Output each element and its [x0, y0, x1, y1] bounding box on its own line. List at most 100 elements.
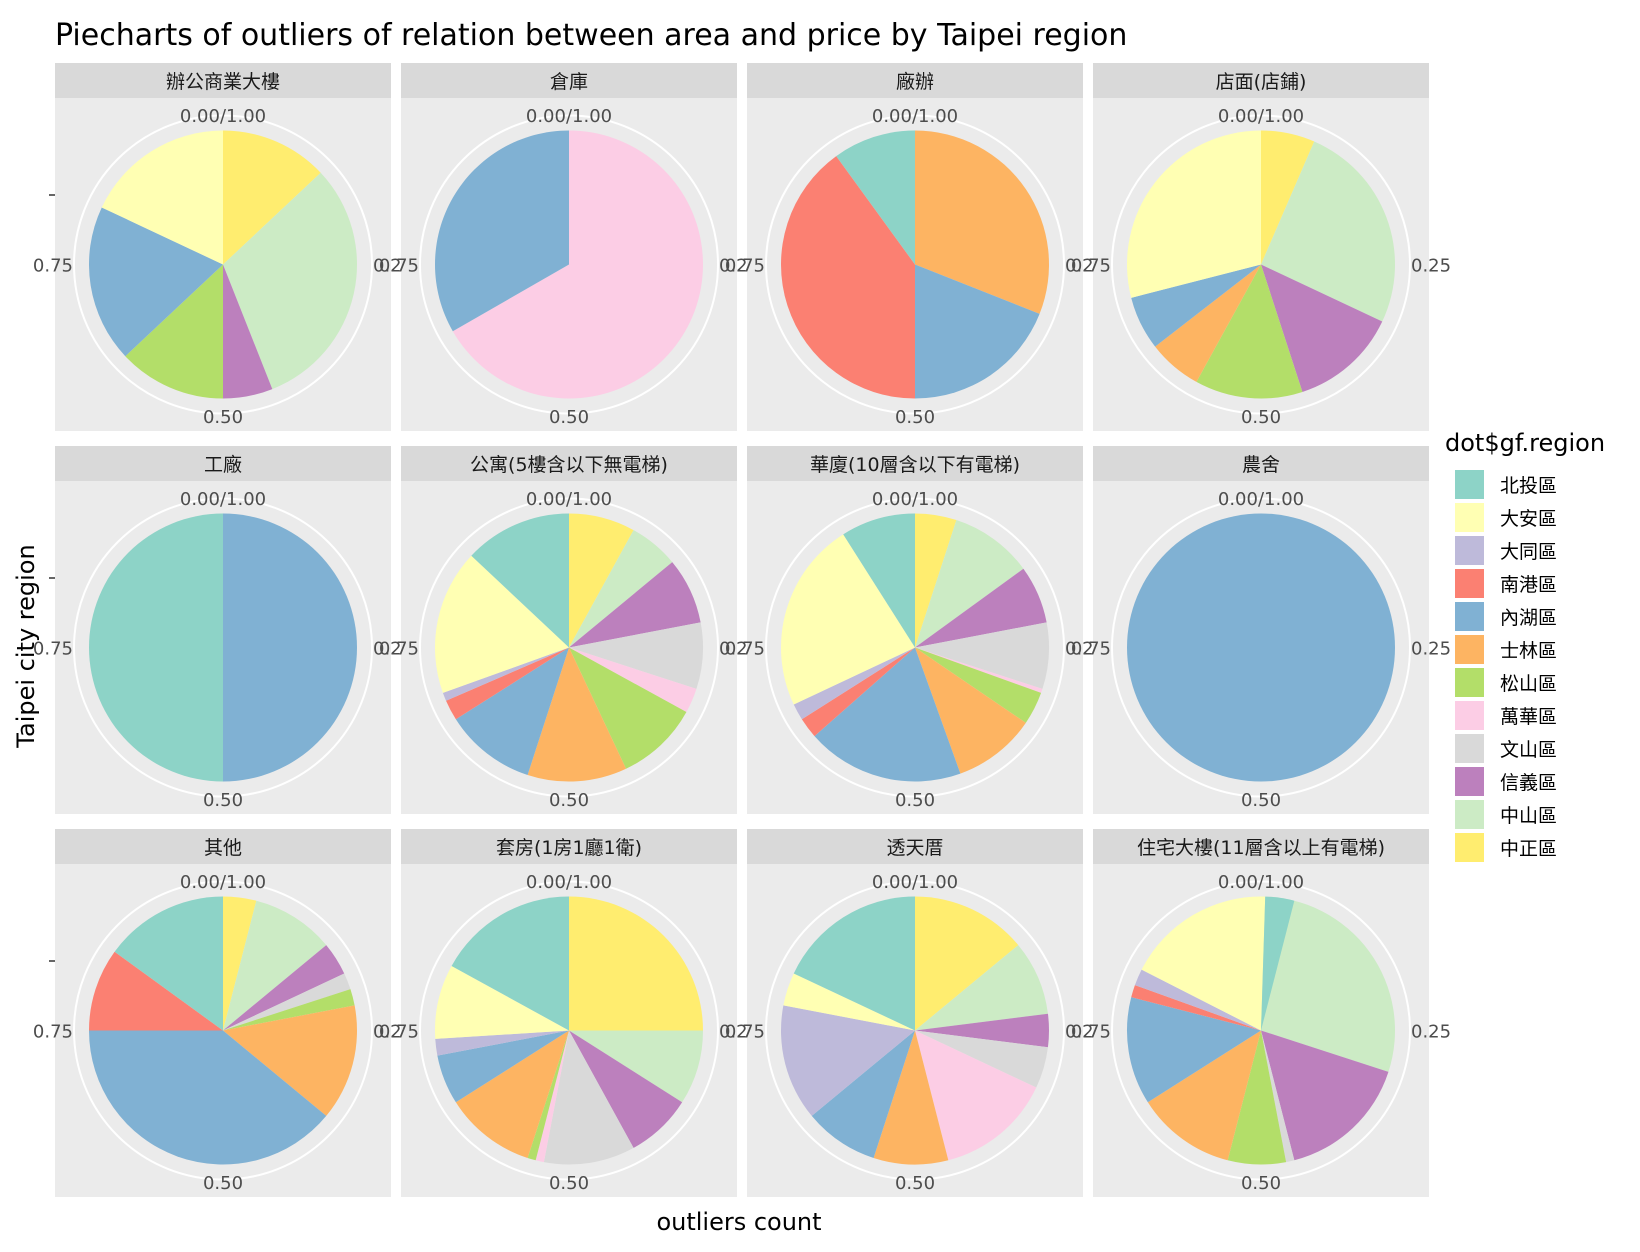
theta-tick-label: 0.50: [203, 407, 243, 428]
pie-slice: [1127, 130, 1261, 298]
facet-strip-label: 辦公商業大樓: [166, 71, 280, 93]
theta-tick-label: 0.75: [725, 256, 765, 277]
pie-slice: [223, 896, 257, 1031]
pie-slice: [781, 1005, 915, 1116]
pie-slice: [915, 264, 1040, 399]
pie-slice: [793, 896, 915, 1031]
facet-strip: [747, 446, 1083, 481]
polar-grid-circle: [1111, 497, 1411, 798]
pie-slice: [223, 513, 357, 782]
pie-slice: [471, 513, 569, 648]
theta-tick-label: 0.50: [549, 407, 589, 428]
facet-strip-label: 其他: [204, 837, 242, 859]
facet-strip: [55, 63, 391, 98]
pie-slice: [569, 562, 701, 648]
pie-slice: [1261, 264, 1383, 392]
pie-slice: [1261, 896, 1295, 1031]
theta-tick-label: 0.75: [1071, 639, 1111, 660]
pie-slice: [1147, 1030, 1261, 1161]
pie-slice: [915, 896, 1019, 1031]
pie-slice: [873, 1030, 949, 1165]
pie-slice: [801, 647, 915, 737]
theta-tick-label: 0.50: [549, 1173, 589, 1194]
theta-tick-label: 0.00/1.00: [180, 872, 266, 893]
polar-grid-circle: [1111, 880, 1411, 1181]
legend-label: 南港區: [1500, 574, 1557, 596]
polar-grid-circle: [765, 880, 1065, 1181]
theta-tick-label: 0.75: [1071, 1022, 1111, 1043]
legend-item: 松山區: [1455, 668, 1557, 697]
polar-grid-circle: [73, 114, 373, 415]
facet-panel: 華廈(10層含以下有電梯)0.00/1.000.250.500.75: [725, 446, 1105, 814]
pie-slice: [455, 1030, 569, 1158]
pie-slice: [1261, 1030, 1389, 1161]
pie-slice: [446, 647, 569, 720]
chart-title: Piecharts of outliers of relation betwee…: [55, 18, 1127, 53]
facet-strip-label: 華廈(10層含以下有電梯): [810, 454, 1020, 476]
facet-panel: 其他0.00/1.000.250.500.75: [33, 829, 413, 1197]
pie-slice: [89, 207, 223, 357]
pie-slice: [434, 130, 569, 332]
pie-slice: [915, 1030, 1037, 1161]
facet-strip: [401, 829, 737, 864]
theta-tick-label: 0.00/1.00: [526, 106, 612, 127]
theta-tick-label: 0.50: [1241, 1173, 1281, 1194]
facet-strip-label: 倉庫: [550, 71, 588, 93]
theta-tick-label: 0.00/1.00: [526, 872, 612, 893]
pie-slice: [1155, 264, 1261, 382]
pie-slice: [569, 896, 703, 1031]
pie-slice: [569, 622, 703, 689]
pie-slice: [1261, 896, 1395, 1072]
legend-item: 士林區: [1455, 635, 1557, 664]
facet-strip-label: 廠辦: [896, 70, 934, 93]
legend-item: 北投區: [1455, 470, 1557, 499]
theta-tick-label: 0.75: [379, 1022, 419, 1043]
pie-slice: [89, 513, 223, 782]
legend: dot$gf.region 北投區大安區大同區南港區內湖區士林區松山區萬華區文山…: [1445, 429, 1605, 862]
pie-slice: [569, 1030, 703, 1103]
theta-tick-label: 0.00/1.00: [1218, 872, 1304, 893]
theta-tick-label: 0.75: [379, 256, 419, 277]
pie-slice: [1127, 997, 1261, 1103]
pie-slice: [435, 1030, 569, 1056]
pie-slice: [223, 945, 345, 1031]
pie-slice: [1131, 264, 1261, 347]
polar-grid-circle: [419, 497, 719, 798]
pie-slice: [535, 1030, 569, 1163]
polar-grid-circle: [73, 880, 373, 1181]
facet-strip-label: 農舍: [1242, 454, 1280, 476]
facet-panel: 倉庫0.00/1.000.250.500.75: [379, 63, 759, 431]
theta-tick-label: 0.25: [1411, 256, 1451, 277]
theta-tick-label: 0.25: [1411, 639, 1451, 660]
pie-slice: [1227, 1030, 1287, 1165]
theta-tick-label: 0.50: [203, 790, 243, 811]
legend-swatch: [1455, 701, 1484, 730]
theta-tick-label: 0.75: [33, 639, 73, 660]
legend-swatch: [1455, 833, 1484, 862]
facet-strip: [1093, 446, 1429, 481]
pie-slice: [435, 555, 569, 693]
legend-item: 大同區: [1455, 536, 1557, 565]
pie-slice: [437, 1030, 569, 1103]
theta-tick-label: 0.50: [895, 1173, 935, 1194]
legend-swatch: [1455, 569, 1484, 598]
pie-slice: [114, 896, 223, 1031]
pie-slice: [223, 264, 273, 399]
facet-panel: 公寓(5樓含以下無電梯)0.00/1.000.250.500.75: [379, 446, 759, 814]
facet-strip: [1093, 63, 1429, 98]
theta-tick-label: 0.00/1.00: [180, 106, 266, 127]
pie-slice: [543, 1030, 634, 1165]
pie-slice: [569, 530, 673, 648]
pie-slice: [915, 647, 1042, 723]
pie-slice: [915, 520, 1024, 648]
pie-slice: [452, 130, 703, 399]
legend-item: 信義區: [1455, 767, 1557, 796]
pie-slice: [89, 951, 223, 1031]
polar-grid-circle: [419, 880, 719, 1181]
legend-label: 內湖區: [1500, 607, 1557, 629]
legend-item: 萬華區: [1455, 701, 1557, 730]
facet-strip-label: 透天厝: [886, 837, 943, 859]
theta-tick-label: 0.00/1.00: [872, 489, 958, 510]
